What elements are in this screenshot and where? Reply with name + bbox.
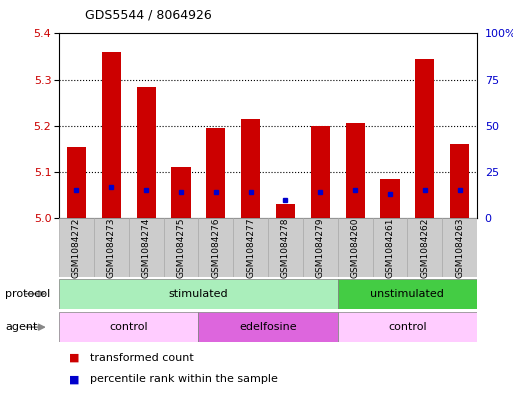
Text: GSM1084279: GSM1084279 bbox=[316, 217, 325, 278]
Bar bbox=[129, 218, 164, 277]
Bar bbox=[67, 147, 86, 218]
Bar bbox=[59, 218, 94, 277]
Bar bbox=[199, 218, 233, 277]
Bar bbox=[407, 218, 442, 277]
Bar bbox=[450, 144, 469, 218]
Text: GSM1084262: GSM1084262 bbox=[420, 217, 429, 278]
Bar bbox=[338, 312, 477, 342]
Bar bbox=[372, 218, 407, 277]
Text: GSM1084260: GSM1084260 bbox=[351, 217, 360, 278]
Text: agent: agent bbox=[5, 322, 37, 332]
Bar bbox=[206, 128, 225, 218]
Bar bbox=[415, 59, 435, 218]
Bar bbox=[59, 279, 338, 309]
Bar bbox=[94, 218, 129, 277]
Bar bbox=[102, 52, 121, 218]
Text: GSM1084274: GSM1084274 bbox=[142, 217, 151, 278]
Text: edelfosine: edelfosine bbox=[239, 322, 297, 332]
Bar bbox=[171, 167, 190, 218]
Bar bbox=[303, 218, 338, 277]
Text: GSM1084272: GSM1084272 bbox=[72, 217, 81, 278]
Text: GSM1084261: GSM1084261 bbox=[385, 217, 394, 278]
Bar bbox=[381, 179, 400, 218]
Text: control: control bbox=[109, 322, 148, 332]
Bar bbox=[268, 218, 303, 277]
Text: GSM1084263: GSM1084263 bbox=[455, 217, 464, 278]
Text: unstimulated: unstimulated bbox=[370, 289, 444, 299]
Bar bbox=[442, 218, 477, 277]
Text: GSM1084277: GSM1084277 bbox=[246, 217, 255, 278]
Bar bbox=[164, 218, 199, 277]
Text: GSM1084278: GSM1084278 bbox=[281, 217, 290, 278]
Text: stimulated: stimulated bbox=[169, 289, 228, 299]
Bar bbox=[346, 123, 365, 218]
Text: ■: ■ bbox=[69, 374, 80, 384]
Text: ■: ■ bbox=[69, 353, 80, 363]
Bar bbox=[276, 204, 295, 218]
Bar bbox=[241, 119, 260, 218]
Text: GSM1084275: GSM1084275 bbox=[176, 217, 185, 278]
Text: transformed count: transformed count bbox=[90, 353, 193, 363]
Bar bbox=[233, 218, 268, 277]
Bar bbox=[136, 86, 155, 218]
Bar bbox=[199, 312, 338, 342]
Bar bbox=[311, 126, 330, 218]
Text: percentile rank within the sample: percentile rank within the sample bbox=[90, 374, 278, 384]
Bar bbox=[338, 218, 372, 277]
Text: protocol: protocol bbox=[5, 289, 50, 299]
Text: GDS5544 / 8064926: GDS5544 / 8064926 bbox=[85, 9, 211, 22]
Text: GSM1084276: GSM1084276 bbox=[211, 217, 220, 278]
Text: GSM1084273: GSM1084273 bbox=[107, 217, 116, 278]
Text: control: control bbox=[388, 322, 427, 332]
Bar bbox=[59, 312, 199, 342]
Bar bbox=[338, 279, 477, 309]
